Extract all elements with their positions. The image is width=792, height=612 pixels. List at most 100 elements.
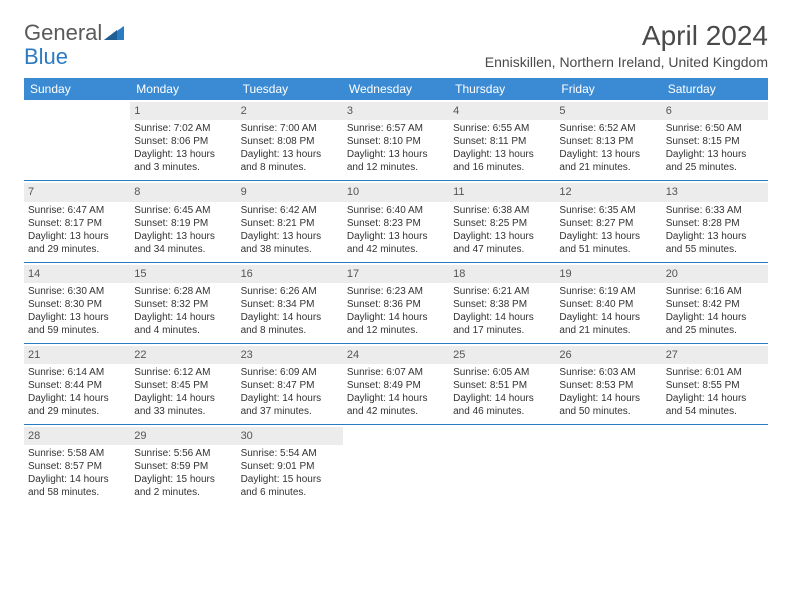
daylight-line: Daylight: 14 hours and 50 minutes. (559, 392, 657, 418)
daylight-line: Daylight: 14 hours and 42 minutes. (347, 392, 445, 418)
calendar-row: 1Sunrise: 7:02 AMSunset: 8:06 PMDaylight… (24, 100, 768, 181)
sunset-line: Sunset: 8:36 PM (347, 298, 445, 311)
calendar-cell: 29Sunrise: 5:56 AMSunset: 8:59 PMDayligh… (130, 425, 236, 506)
sunset-line: Sunset: 8:32 PM (134, 298, 232, 311)
calendar-cell: 5Sunrise: 6:52 AMSunset: 8:13 PMDaylight… (555, 100, 661, 181)
daylight-line: Daylight: 13 hours and 59 minutes. (28, 311, 126, 337)
sunset-line: Sunset: 8:19 PM (134, 217, 232, 230)
weekday-header: Sunday (24, 78, 130, 100)
calendar-cell: 2 Sunrise: 7:00 AMSunset: 8:08 PMDaylight… (237, 100, 343, 181)
daylight-line: Daylight: 14 hours and 58 minutes. (28, 473, 126, 499)
month-title: April 2024 (485, 20, 768, 52)
day-number: 18 (449, 265, 555, 283)
calendar-cell: 10Sunrise: 6:40 AMSunset: 8:23 PMDayligh… (343, 181, 449, 262)
logo-line2: Blue (24, 44, 68, 70)
calendar-row: 14Sunrise: 6:30 AMSunset: 8:30 PMDayligh… (24, 262, 768, 343)
daylight-line: Daylight: 13 hours and 8 minutes. (241, 148, 339, 174)
calendar-cell (24, 100, 130, 181)
day-number: 5 (555, 102, 661, 120)
day-number: 7 (24, 183, 130, 201)
calendar-cell: 23Sunrise: 6:09 AMSunset: 8:47 PMDayligh… (237, 343, 343, 424)
daylight-line: Daylight: 14 hours and 21 minutes. (559, 311, 657, 337)
sunset-line: Sunset: 8:44 PM (28, 379, 126, 392)
day-number: 12 (555, 183, 661, 201)
sunset-line: Sunset: 8:21 PM (241, 217, 339, 230)
sunset-line: Sunset: 8:15 PM (666, 135, 764, 148)
title-block: April 2024 Enniskillen, Northern Ireland… (485, 20, 768, 70)
weekday-header: Monday (130, 78, 236, 100)
sunrise-line: Sunrise: 6:50 AM (666, 122, 764, 135)
sunrise-line: Sunrise: 6:40 AM (347, 204, 445, 217)
daylight-line: Daylight: 15 hours and 6 minutes. (241, 473, 339, 499)
daylight-line: Daylight: 13 hours and 25 minutes. (666, 148, 764, 174)
day-number: 10 (343, 183, 449, 201)
calendar-cell: 15Sunrise: 6:28 AMSunset: 8:32 PMDayligh… (130, 262, 236, 343)
day-number: 28 (24, 427, 130, 445)
calendar-cell (343, 425, 449, 506)
calendar-cell (555, 425, 661, 506)
sunrise-line: Sunrise: 6:12 AM (134, 366, 232, 379)
sunset-line: Sunset: 8:06 PM (134, 135, 232, 148)
calendar-cell (662, 425, 768, 506)
day-number: 4 (449, 102, 555, 120)
daylight-line: Daylight: 14 hours and 4 minutes. (134, 311, 232, 337)
sunset-line: Sunset: 8:08 PM (241, 135, 339, 148)
day-number: 17 (343, 265, 449, 283)
sunrise-line: Sunrise: 7:00 AM (241, 122, 339, 135)
daylight-line: Daylight: 13 hours and 38 minutes. (241, 230, 339, 256)
daylight-line: Daylight: 14 hours and 8 minutes. (241, 311, 339, 337)
calendar-cell: 8Sunrise: 6:45 AMSunset: 8:19 PMDaylight… (130, 181, 236, 262)
day-number: 16 (237, 265, 343, 283)
sunrise-line: Sunrise: 6:03 AM (559, 366, 657, 379)
day-number: 14 (24, 265, 130, 283)
sunrise-line: Sunrise: 6:01 AM (666, 366, 764, 379)
weekday-header-row: Sunday Monday Tuesday Wednesday Thursday… (24, 78, 768, 100)
day-number: 13 (662, 183, 768, 201)
calendar-cell: 11Sunrise: 6:38 AMSunset: 8:25 PMDayligh… (449, 181, 555, 262)
calendar-cell: 25Sunrise: 6:05 AMSunset: 8:51 PMDayligh… (449, 343, 555, 424)
day-number: 2 (237, 102, 343, 120)
sunrise-line: Sunrise: 5:58 AM (28, 447, 126, 460)
logo: General (24, 20, 124, 46)
daylight-line: Daylight: 14 hours and 33 minutes. (134, 392, 232, 418)
sunrise-line: Sunrise: 6:21 AM (453, 285, 551, 298)
calendar-cell: 19Sunrise: 6:19 AMSunset: 8:40 PMDayligh… (555, 262, 661, 343)
sunrise-line: Sunrise: 6:47 AM (28, 204, 126, 217)
calendar-row: 28Sunrise: 5:58 AMSunset: 8:57 PMDayligh… (24, 425, 768, 506)
sunrise-line: Sunrise: 6:35 AM (559, 204, 657, 217)
day-number: 21 (24, 346, 130, 364)
calendar-cell: 20Sunrise: 6:16 AMSunset: 8:42 PMDayligh… (662, 262, 768, 343)
logo-triangle-icon (104, 24, 124, 40)
day-number: 8 (130, 183, 236, 201)
day-number: 23 (237, 346, 343, 364)
sunset-line: Sunset: 8:51 PM (453, 379, 551, 392)
sunrise-line: Sunrise: 6:09 AM (241, 366, 339, 379)
sunset-line: Sunset: 8:45 PM (134, 379, 232, 392)
sunrise-line: Sunrise: 6:30 AM (28, 285, 126, 298)
daylight-line: Daylight: 14 hours and 25 minutes. (666, 311, 764, 337)
calendar-cell: 9Sunrise: 6:42 AMSunset: 8:21 PMDaylight… (237, 181, 343, 262)
logo-text-general: General (24, 20, 102, 46)
sunset-line: Sunset: 8:17 PM (28, 217, 126, 230)
daylight-line: Daylight: 14 hours and 17 minutes. (453, 311, 551, 337)
calendar-cell: 30Sunrise: 5:54 AMSunset: 9:01 PMDayligh… (237, 425, 343, 506)
sunrise-line: Sunrise: 6:28 AM (134, 285, 232, 298)
daylight-line: Daylight: 13 hours and 3 minutes. (134, 148, 232, 174)
day-number: 29 (130, 427, 236, 445)
calendar-cell: 4Sunrise: 6:55 AMSunset: 8:11 PMDaylight… (449, 100, 555, 181)
daylight-line: Daylight: 14 hours and 29 minutes. (28, 392, 126, 418)
sunrise-line: Sunrise: 6:26 AM (241, 285, 339, 298)
day-number: 9 (237, 183, 343, 201)
sunset-line: Sunset: 8:57 PM (28, 460, 126, 473)
sunrise-line: Sunrise: 6:16 AM (666, 285, 764, 298)
daylight-line: Daylight: 14 hours and 54 minutes. (666, 392, 764, 418)
sunset-line: Sunset: 9:01 PM (241, 460, 339, 473)
daylight-line: Daylight: 13 hours and 16 minutes. (453, 148, 551, 174)
day-number: 3 (343, 102, 449, 120)
calendar-cell: 13Sunrise: 6:33 AMSunset: 8:28 PMDayligh… (662, 181, 768, 262)
sunset-line: Sunset: 8:25 PM (453, 217, 551, 230)
sunset-line: Sunset: 8:27 PM (559, 217, 657, 230)
day-number: 20 (662, 265, 768, 283)
calendar-cell: 21Sunrise: 6:14 AMSunset: 8:44 PMDayligh… (24, 343, 130, 424)
weekday-header: Wednesday (343, 78, 449, 100)
